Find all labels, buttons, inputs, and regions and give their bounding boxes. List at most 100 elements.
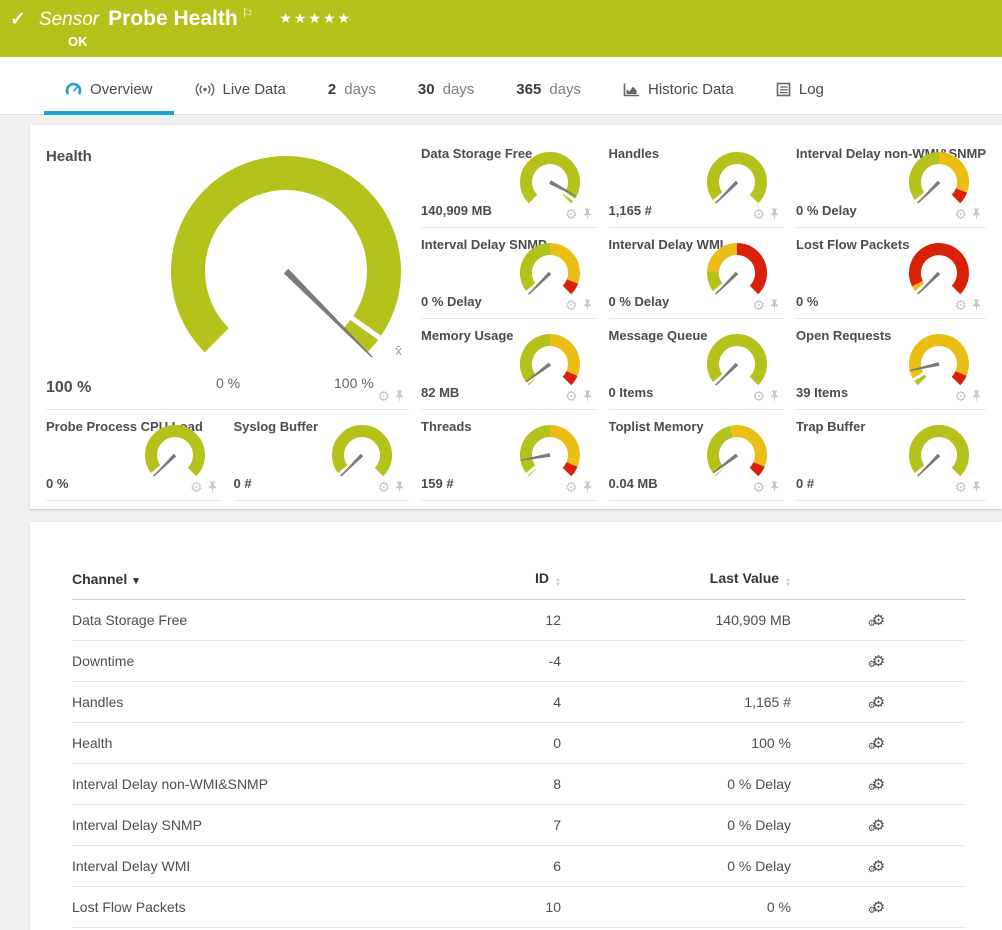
channel-settings-gears-icon[interactable]: ⚙ ⚙	[867, 735, 886, 752]
gauge-title: Toplist Memory	[608, 419, 704, 434]
pin-icon[interactable]	[582, 481, 593, 494]
gauge-value: 0 % Delay	[421, 294, 482, 309]
tab-label: days	[344, 81, 376, 98]
pin-icon[interactable]	[582, 208, 593, 221]
priority-stars[interactable]: ★★★★★	[279, 10, 353, 26]
tab-label: Live Data	[222, 81, 286, 98]
flag-icon[interactable]: ⚐	[241, 6, 254, 21]
pin-icon[interactable]	[394, 481, 405, 494]
tab-label: Overview	[90, 81, 153, 98]
tab-label: Historic Data	[648, 81, 734, 98]
gauge-value: 0 #	[796, 476, 815, 491]
sort-icon: ▲ ▼	[785, 576, 791, 588]
channel-name[interactable]: Health	[72, 735, 113, 751]
gauge-actions: ⚙	[752, 480, 780, 494]
tab-historic-data[interactable]: Historic Data	[602, 81, 755, 115]
gear-icon[interactable]: ⚙	[954, 479, 967, 495]
tab-log[interactable]: Log	[755, 81, 845, 115]
gear-icon[interactable]: ⚙	[564, 206, 578, 222]
channel-settings-gears-icon[interactable]: ⚙ ⚙	[867, 653, 886, 670]
channel-name[interactable]: Lost Flow Packets	[72, 899, 186, 915]
channel-row: Lost Flow Packets 10 0 % ⚙ ⚙	[72, 887, 966, 928]
channel-settings-gears-icon[interactable]: ⚙ ⚙	[867, 612, 886, 629]
gauge-card: Message Queue 0 Items ⚙	[608, 319, 785, 410]
gear-icon[interactable]: ⚙	[752, 479, 766, 495]
gauge-card: Data Storage Free 140,909 MB ⚙	[421, 137, 597, 228]
sensor-title: Probe Health	[108, 7, 238, 30]
gear-icon[interactable]: ⚙	[377, 388, 391, 404]
gear-icon[interactable]: ⚙	[752, 297, 766, 313]
pin-icon[interactable]	[582, 299, 593, 312]
gear-icon[interactable]: ⚙	[954, 206, 967, 222]
gear-icon[interactable]: ⚙	[752, 388, 766, 404]
channel-row: Interval Delay non-WMI&SNMP 8 0 % Delay …	[72, 764, 966, 805]
pin-icon[interactable]	[769, 481, 780, 494]
channel-name[interactable]: Data Storage Free	[72, 612, 188, 628]
channel-settings-gears-icon[interactable]: ⚙ ⚙	[867, 858, 886, 875]
gauge-actions: ⚙	[377, 389, 405, 403]
pin-icon[interactable]	[582, 390, 593, 403]
caret-down-icon: ▾	[133, 574, 139, 587]
tab-icon	[195, 82, 215, 97]
gauge-card: Toplist Memory 0.04 MB ⚙	[608, 410, 785, 501]
channel-name[interactable]: Interval Delay WMI	[72, 858, 191, 874]
gear-icon[interactable]: ⚙	[564, 297, 578, 313]
gauge-value: 0.04 MB	[608, 476, 658, 491]
gear-icon[interactable]: ⚙	[752, 206, 766, 222]
tab-overview[interactable]: Overview	[44, 81, 174, 115]
pin-icon[interactable]	[394, 390, 405, 403]
gauge-dial	[908, 151, 970, 204]
gauge-value: 82 MB	[421, 385, 460, 400]
gauge-title: Memory Usage	[421, 328, 514, 343]
gauge-card: Interval Delay non-WMI&SNMP 0 % Delay ⚙	[796, 137, 986, 228]
gauge-card: Memory Usage 82 MB ⚙	[421, 319, 597, 410]
gear-icon[interactable]: ⚙	[377, 479, 391, 495]
gauge-dial	[519, 424, 580, 477]
gauge-actions: ⚙	[190, 480, 218, 494]
column-header-last-value[interactable]: Last Value ▲ ▼	[709, 569, 791, 588]
gear-icon[interactable]: ⚙	[564, 388, 578, 404]
pin-icon[interactable]	[769, 299, 780, 312]
gauge-title: Message Queue	[608, 328, 708, 343]
sort-icon: ▲ ▼	[555, 576, 561, 588]
tab-label: Log	[798, 81, 824, 98]
gear-icon[interactable]: ⚙	[564, 479, 578, 495]
channel-settings-gears-icon[interactable]: ⚙ ⚙	[867, 776, 886, 793]
gauge-actions: ⚙	[565, 298, 593, 312]
gauge-title: Trap Buffer	[796, 419, 866, 434]
channel-settings-gears-icon[interactable]: ⚙ ⚙	[867, 817, 886, 834]
gear-icon[interactable]: ⚙	[189, 479, 203, 495]
gauge-actions: ⚙	[565, 480, 593, 494]
gauge-dial	[707, 242, 768, 295]
channel-name[interactable]: Interval Delay SNMP	[72, 817, 202, 833]
channel-settings-gears-icon[interactable]: ⚙ ⚙	[867, 899, 886, 916]
channel-name[interactable]: Interval Delay non-WMI&SNMP	[72, 776, 269, 792]
gauge-title: Interval Delay WMI	[608, 237, 724, 252]
gauge-value: 0 %	[796, 294, 819, 309]
channel-row: Downtime -4 ⚙ ⚙	[72, 641, 966, 682]
gear-icon[interactable]: ⚙	[954, 388, 967, 404]
gauge-value: 140,909 MB	[421, 203, 492, 218]
pin-icon[interactable]	[769, 208, 780, 221]
gauge-actions: ⚙	[752, 389, 780, 403]
channel-id: 12	[545, 612, 561, 628]
gear-icon[interactable]: ⚙	[954, 297, 967, 313]
channel-name[interactable]: Downtime	[72, 653, 135, 669]
pin-icon[interactable]	[971, 481, 982, 494]
column-header-channel[interactable]: Channel ▾	[72, 570, 139, 587]
pin-icon[interactable]	[971, 390, 982, 403]
channel-name[interactable]: Handles	[72, 694, 124, 710]
tab-2-days[interactable]: 2 days	[307, 81, 397, 115]
tab-30-days[interactable]: 30 days	[397, 81, 495, 115]
gauge-actions: ⚙	[377, 480, 405, 494]
gauge-dial	[519, 152, 580, 204]
channel-settings-gears-icon[interactable]: ⚙ ⚙	[867, 694, 886, 711]
pin-icon[interactable]	[207, 481, 218, 494]
column-header-id[interactable]: ID ▲ ▼	[535, 569, 561, 588]
tab-365-days[interactable]: 365 days	[495, 81, 602, 115]
pin-icon[interactable]	[971, 299, 982, 312]
pin-icon[interactable]	[971, 208, 982, 221]
tab-live-data[interactable]: Live Data	[174, 81, 307, 115]
pin-icon[interactable]	[769, 390, 780, 403]
gauge-dial	[144, 425, 205, 477]
